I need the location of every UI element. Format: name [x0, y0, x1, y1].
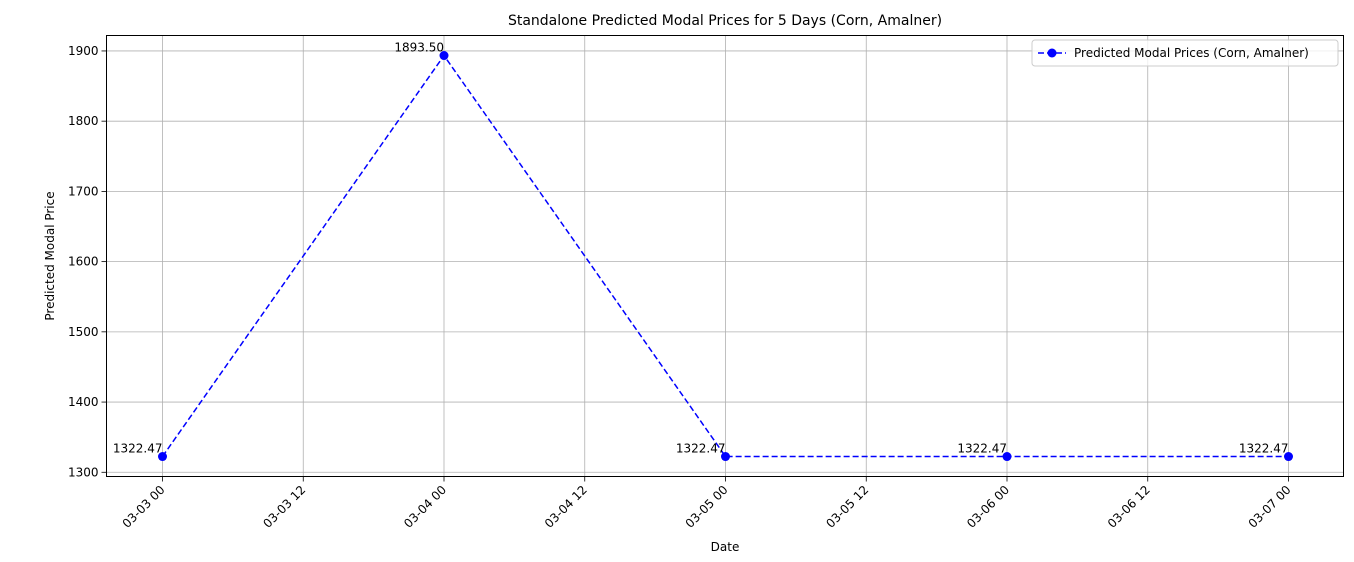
y-axis: 1300 1400 1500 1600 1700 1800 1900 — [68, 44, 107, 479]
series-line — [161, 54, 1289, 458]
data-label: 1322.47 — [113, 442, 163, 456]
chart-title: Standalone Predicted Modal Prices for 5 … — [508, 13, 942, 29]
y-tick-label: 1800 — [68, 114, 99, 128]
series-layer: 1322.47 1893.50 1322.47 1322.47 1322.47 — [113, 41, 1293, 462]
data-point — [439, 51, 449, 61]
legend-marker — [1047, 48, 1057, 58]
x-tick-label: 03-05 12 — [823, 483, 871, 531]
x-axis-title: Date — [711, 540, 740, 554]
x-tick-label: 03-05 00 — [683, 483, 731, 531]
x-tick-label: 03-06 00 — [964, 483, 1012, 531]
data-label: 1322.47 — [676, 442, 726, 456]
legend-label: Predicted Modal Prices (Corn, Amalner) — [1074, 46, 1309, 60]
data-point — [721, 452, 730, 462]
data-point — [1284, 452, 1293, 462]
x-tick-label: 03-04 00 — [401, 483, 449, 531]
x-tick-label: 03-07 00 — [1246, 483, 1294, 531]
x-tick-label: 03-04 12 — [542, 483, 590, 531]
grid — [106, 35, 1344, 477]
y-axis-title: Predicted Modal Price — [43, 191, 57, 320]
x-axis: 03-03 00 03-03 12 03-04 00 03-04 12 03-05 00… — [120, 476, 1294, 531]
y-tick-label: 1300 — [68, 465, 99, 479]
data-label: 1322.47 — [957, 442, 1007, 456]
data-point — [158, 452, 167, 462]
legend: Predicted Modal Prices (Corn, Amalner) — [1031, 39, 1339, 67]
y-tick-label: 1400 — [68, 395, 99, 409]
y-tick-label: 1500 — [68, 325, 99, 339]
x-tick-label: 03-06 12 — [1105, 483, 1153, 531]
plot-frame — [106, 35, 1344, 477]
x-tick-label: 03-03 00 — [120, 483, 168, 531]
data-label: 1322.47 — [1239, 442, 1289, 456]
y-tick-label: 1600 — [68, 255, 99, 269]
legend-box — [1031, 39, 1339, 67]
y-tick-label: 1700 — [68, 184, 99, 198]
y-tick-label: 1900 — [68, 44, 99, 58]
data-label: 1893.50 — [394, 41, 444, 55]
data-point — [1002, 452, 1012, 462]
x-tick-label: 03-03 12 — [260, 483, 308, 531]
